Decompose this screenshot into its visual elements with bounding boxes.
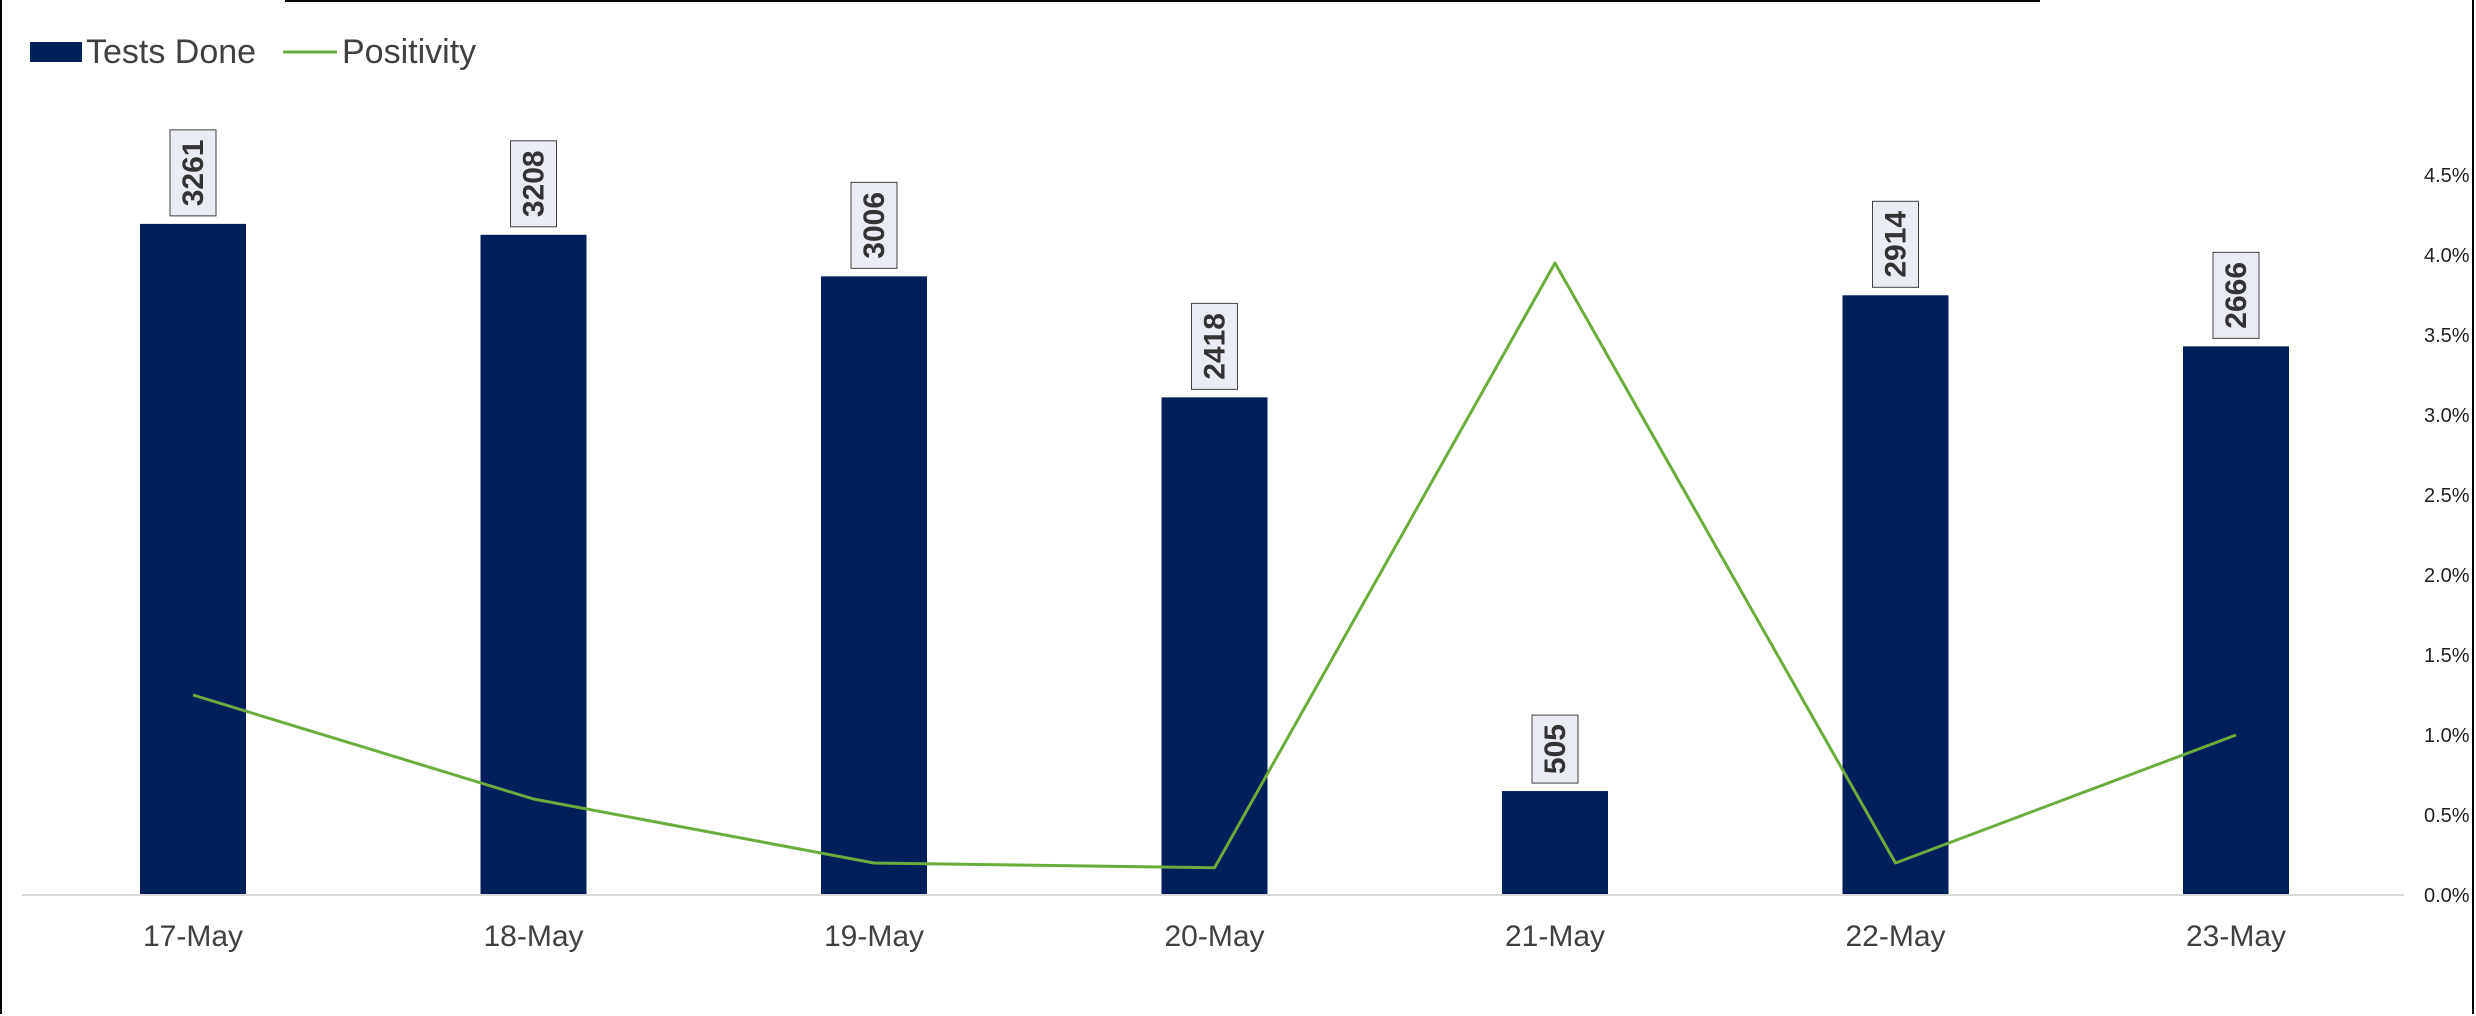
- data-label-tests-done: 3261: [177, 140, 210, 207]
- data-label-tests-done: 505: [1539, 724, 1572, 774]
- x-tick-label: 17-May: [143, 920, 243, 953]
- x-tick-label: 20-May: [1164, 920, 1264, 953]
- data-label-box: [2212, 251, 2260, 339]
- data-label-tests-done: 3006: [858, 192, 891, 259]
- secondary-y-axis: 0.0% 0.5% 1.0% 1.5% 2.0% 2.5% 3.0% 3.5% 4.0% 4.5%: [2424, 165, 2470, 907]
- y2-tick-label: 1.5%: [2424, 645, 2470, 667]
- positivity-line-group: [192, 261, 2237, 870]
- bar-21-May: [1502, 791, 1608, 895]
- bar-18-May: [480, 234, 587, 896]
- data-label-box: [1531, 714, 1579, 784]
- data-label-tests-done: 2914: [1880, 211, 1913, 278]
- legend-label-positivity: Positivity: [342, 33, 476, 71]
- legend-label-tests-done: Tests Done: [86, 33, 256, 71]
- bars-group: [140, 223, 2289, 896]
- y2-tick-label: 2.0%: [2424, 565, 2470, 587]
- x-tick-label: 22-May: [1845, 920, 1945, 953]
- x-tick-label: 19-May: [824, 920, 924, 953]
- data-label-box: [510, 140, 557, 228]
- legend: Tests Done Positivity: [30, 33, 476, 71]
- y2-tick-label: 0.5%: [2424, 805, 2470, 827]
- bar-22-May: [1842, 295, 1949, 895]
- data-labels-group: 3261 3208 3006 2418 505 2914 2666: [169, 129, 2260, 784]
- legend-swatch-tests-done: [30, 42, 82, 62]
- bar-23-May: [2183, 346, 2289, 896]
- x-tick-label: 18-May: [483, 920, 583, 953]
- positivity-line: [192, 261, 2237, 870]
- y2-tick-label: 1.0%: [2424, 725, 2470, 747]
- x-tick-label: 21-May: [1505, 920, 1605, 953]
- data-label-tests-done: 2418: [1199, 313, 1232, 380]
- bar-19-May: [821, 276, 927, 895]
- y2-tick-label: 4.0%: [2424, 245, 2470, 267]
- data-label-box: [169, 129, 217, 217]
- bar-20-May: [1161, 397, 1268, 895]
- y2-tick-label: 3.5%: [2424, 325, 2470, 347]
- y2-tick-label: 0.0%: [2424, 885, 2470, 907]
- x-tick-label: 23-May: [2186, 920, 2286, 953]
- bar-17-May: [140, 223, 246, 895]
- x-axis: 17-May 18-May 19-May 20-May 21-May 22-May 23-M…: [22, 894, 2404, 953]
- data-label-tests-done: 3208: [518, 150, 551, 217]
- y2-tick-label: 2.5%: [2424, 485, 2470, 507]
- data-label-tests-done: 2666: [2220, 262, 2253, 329]
- y2-tick-label: 4.5%: [2424, 165, 2470, 187]
- data-label-box: [1191, 302, 1238, 390]
- y2-tick-label: 3.0%: [2424, 405, 2470, 427]
- data-label-box: [850, 181, 898, 269]
- data-label-box: [1872, 200, 1919, 288]
